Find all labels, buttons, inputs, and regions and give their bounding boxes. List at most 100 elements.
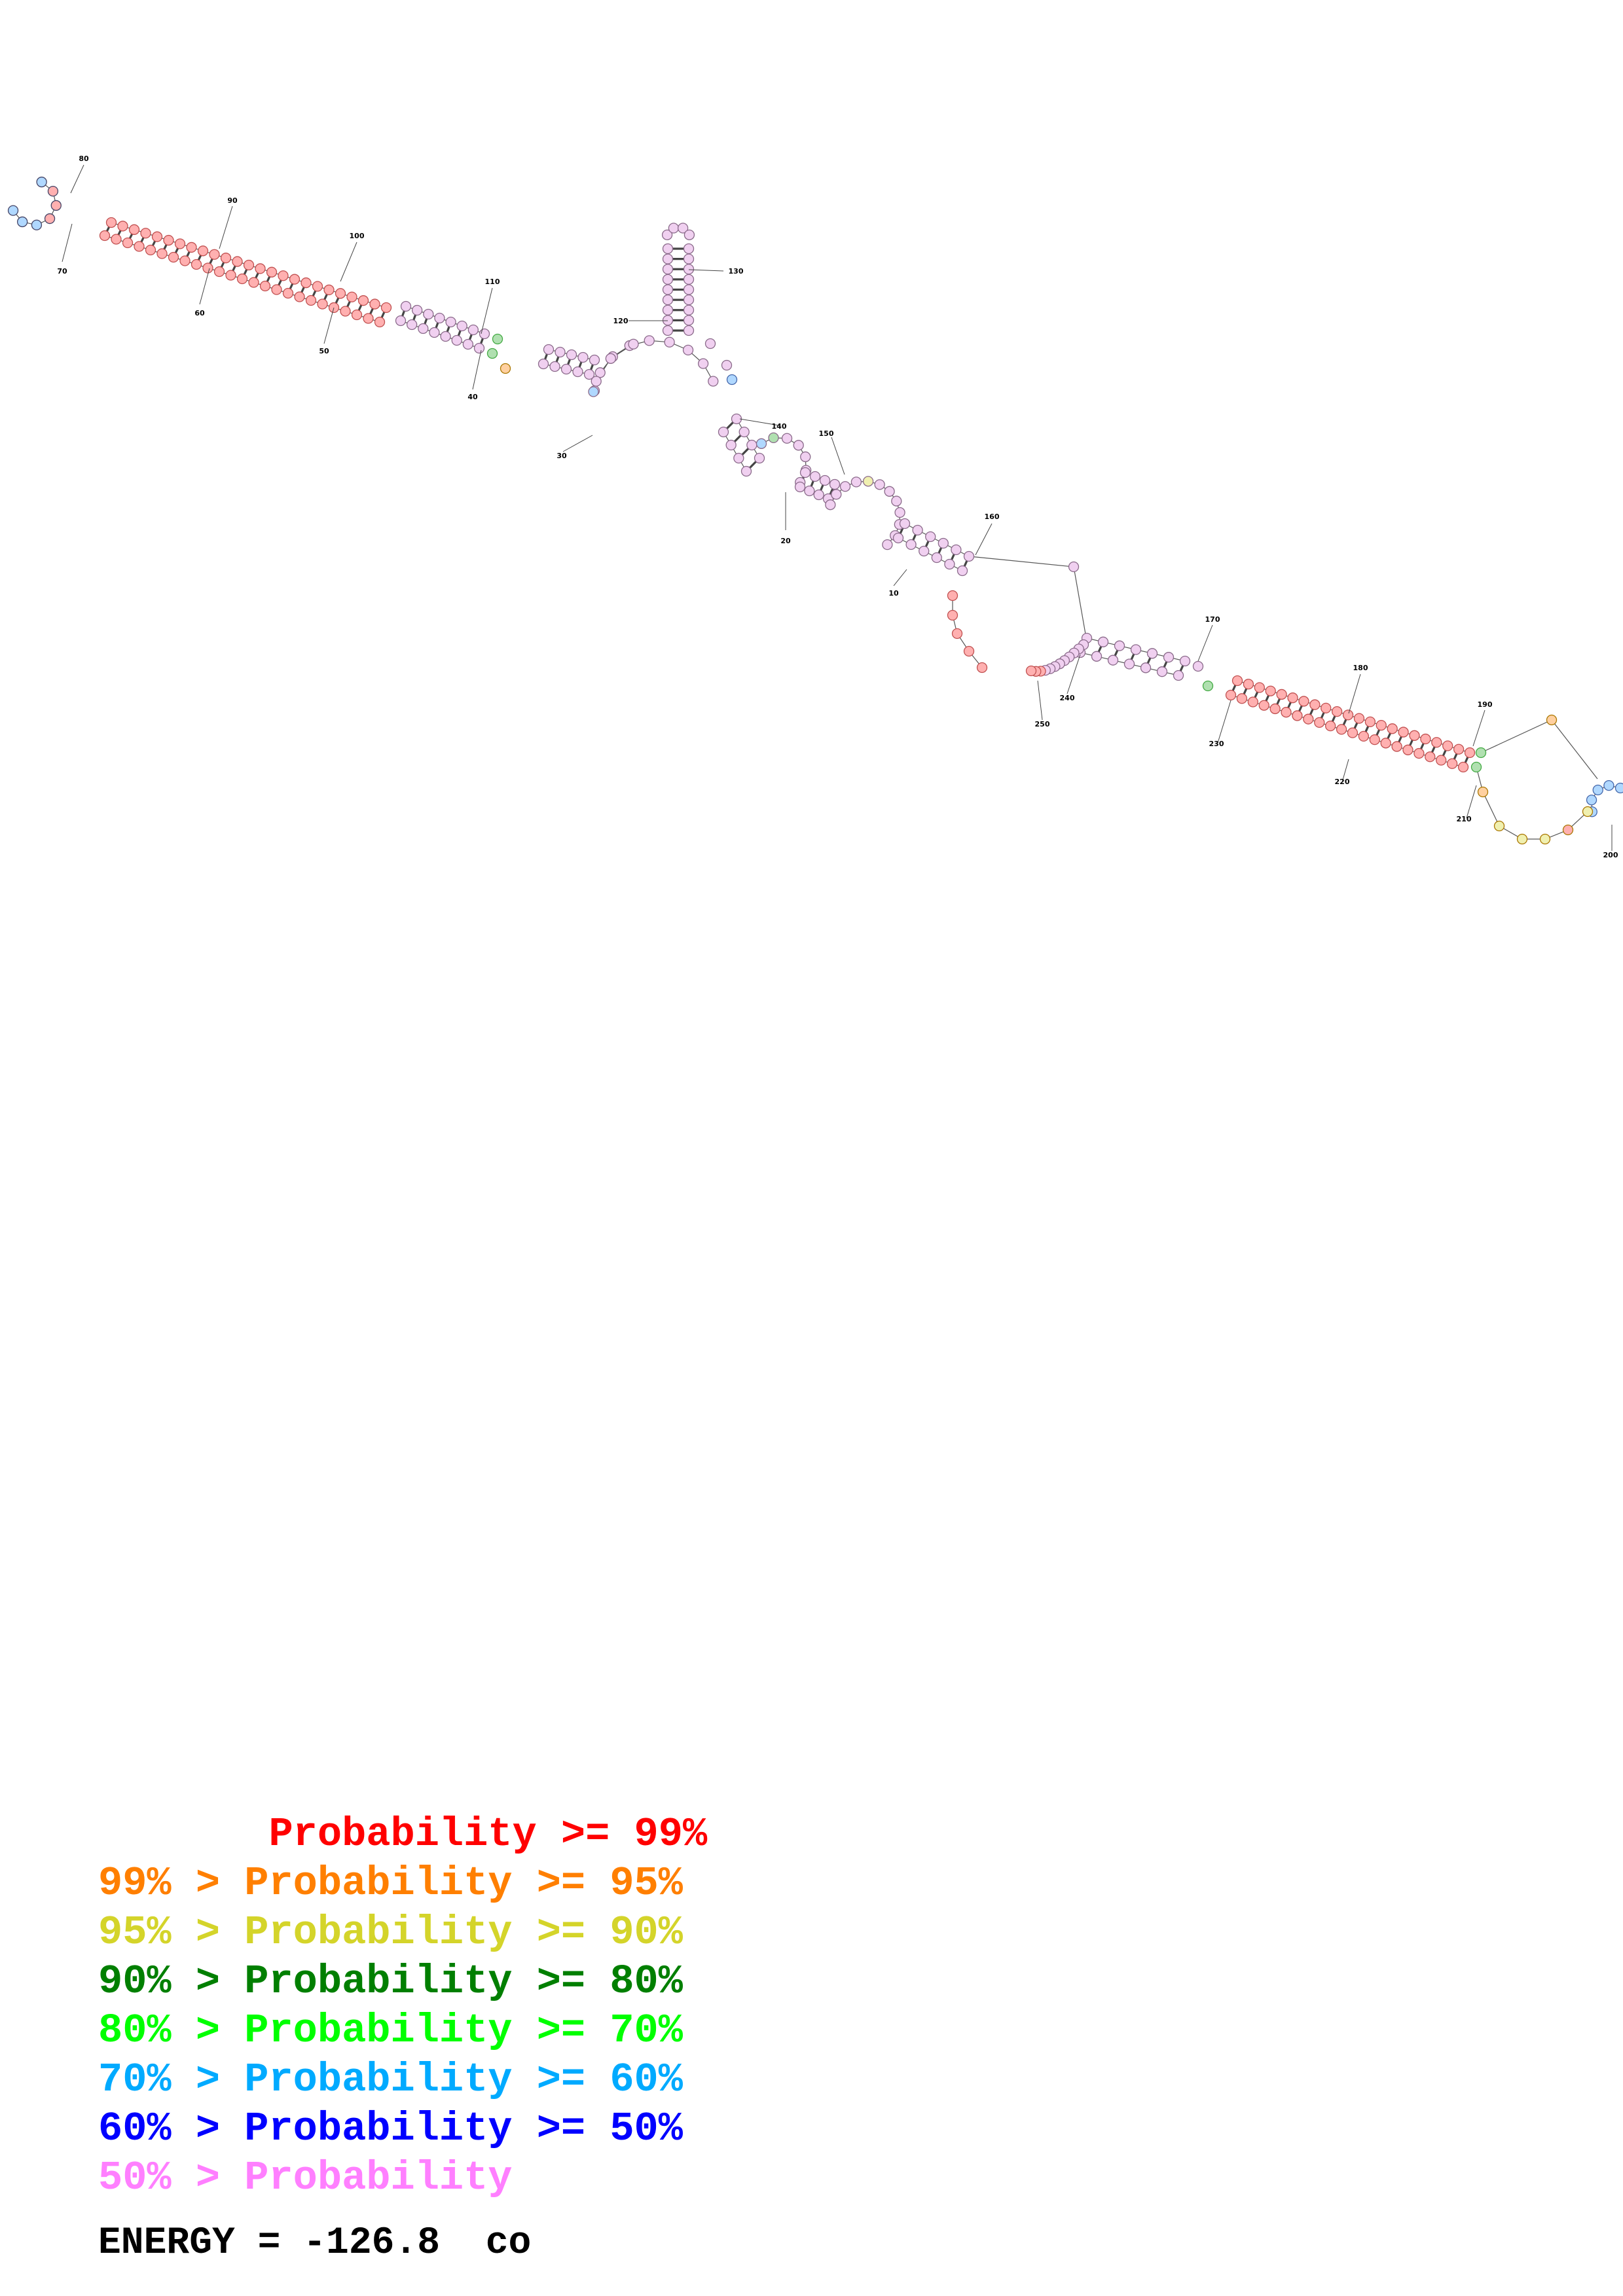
base-pair-bond [312, 290, 317, 296]
base-pair-bond [578, 361, 583, 368]
nucleotide [346, 291, 357, 302]
position-tick [62, 223, 73, 262]
nucleotide [243, 259, 255, 271]
nucleotide [683, 253, 695, 264]
position-label: 150 [819, 429, 834, 438]
nucleotide [566, 349, 577, 361]
nucleotide [882, 539, 893, 550]
base-pair-bond [899, 528, 904, 534]
nucleotide [1398, 726, 1409, 738]
nucleotide [739, 426, 750, 438]
nucleotide [754, 452, 765, 464]
nucleotide [1298, 696, 1309, 707]
position-tick [1466, 785, 1477, 819]
nucleotide [1562, 824, 1574, 836]
legend-range-prefix: 50% > [98, 2155, 245, 2201]
nucleotide [1303, 713, 1314, 725]
legend-range-label: Probability >= 95% [244, 1860, 683, 1907]
nucleotide [813, 489, 824, 501]
nucleotide [282, 287, 294, 299]
base-pair-bonds [105, 226, 1469, 763]
nucleotide [662, 294, 674, 306]
position-tick [1217, 700, 1231, 744]
nucleotide [697, 358, 709, 369]
legend-range-label: Probability >= 60% [244, 2056, 683, 2103]
nucleotide [931, 552, 942, 564]
connector-backbone [1480, 719, 1598, 780]
nucleotide [209, 249, 220, 260]
nucleotide [1477, 786, 1489, 798]
base-pair-bond [335, 297, 340, 304]
base-pair-bond [820, 484, 824, 491]
base-pair-bond [186, 251, 191, 257]
nucleotide [549, 361, 560, 372]
position-tick [562, 435, 593, 452]
nucleotide [951, 544, 962, 556]
nucleotide [44, 213, 56, 224]
nucleotide [411, 304, 423, 316]
position-label: 220 [1335, 778, 1350, 786]
position-label: 250 [1035, 720, 1050, 728]
nucleotide [259, 280, 271, 292]
nucleotide [1287, 692, 1298, 704]
nucleotide [1202, 680, 1214, 692]
base-pair-bond [255, 272, 259, 279]
nucleotide [704, 338, 716, 350]
nucleotide [1258, 700, 1269, 711]
base-pair-bond [1431, 746, 1436, 753]
nucleotide [1442, 740, 1453, 751]
position-label: 20 [780, 537, 791, 545]
nucleotide [1614, 782, 1623, 794]
nucleotide [1342, 709, 1354, 721]
legend-row: 80% > Probability >= 70% [98, 2006, 707, 2055]
position-tick [975, 523, 993, 556]
legend-range-label: Probability >= 90% [244, 1909, 683, 1956]
position-label: 200 [1603, 851, 1618, 859]
legend-row: 70% > Probability >= 60% [98, 2055, 707, 2104]
nucleotide [50, 200, 62, 211]
nucleotide [255, 263, 266, 274]
nucleotide [1247, 696, 1258, 708]
nucleotide [951, 628, 963, 639]
nucleotide [440, 331, 451, 342]
nucleotide [829, 478, 841, 490]
base-pair-bond [1265, 694, 1270, 702]
legend-range-label: Probability >= 70% [244, 2007, 683, 2054]
base-pair-bond [468, 334, 473, 340]
nucleotide [588, 386, 599, 397]
base-pair-bond [369, 308, 374, 315]
nucleotide [1114, 640, 1125, 651]
nucleotide [825, 499, 836, 511]
nucleotide [683, 264, 695, 275]
nucleotide [1380, 738, 1391, 749]
nucleotide [1163, 652, 1175, 663]
position-tick [199, 268, 210, 305]
nucleotide [197, 245, 209, 257]
base-pair-bond [726, 422, 734, 429]
nucleotide [479, 328, 490, 340]
position-label: 60 [194, 309, 205, 317]
nucleotide [278, 270, 289, 281]
nucleotide [891, 495, 902, 507]
helix-strand [1230, 694, 1464, 768]
nucleotide [1358, 730, 1370, 742]
nucleotide [289, 274, 301, 285]
nucleotide [1586, 795, 1597, 806]
position-tick [219, 206, 233, 249]
nucleotide [884, 486, 895, 497]
nucleotide [486, 348, 498, 359]
legend-range-label: Probability [244, 2155, 513, 2201]
nucleotide [850, 476, 862, 488]
nucleotide [804, 485, 815, 497]
base-pair-bond [555, 356, 560, 363]
position-tick [481, 287, 493, 334]
nucleotide [668, 223, 680, 234]
nucleotide [976, 662, 988, 673]
base-pair-bond [1287, 702, 1292, 709]
nucleotide [340, 306, 351, 317]
nucleotide [168, 251, 179, 263]
legend-row: 95% > Probability >= 90% [98, 1908, 707, 1957]
nucleotide [323, 284, 335, 296]
nucleotide [905, 539, 917, 550]
nucleotide [1425, 751, 1436, 762]
